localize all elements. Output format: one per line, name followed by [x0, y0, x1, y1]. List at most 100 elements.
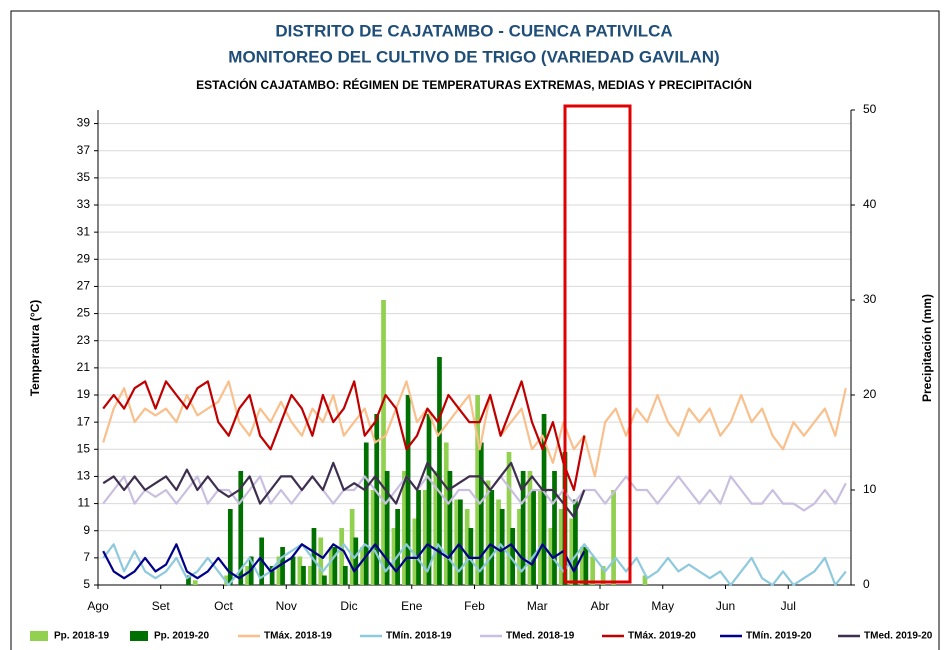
y2-tick-label: 50: [863, 102, 877, 116]
bar: [342, 566, 348, 585]
bar: [478, 442, 484, 585]
x-tick-label: Nov: [276, 599, 297, 613]
bar: [416, 490, 421, 585]
bar: [276, 556, 282, 585]
bar: [569, 518, 575, 585]
y2-tick-label: 20: [863, 387, 877, 401]
bar: [360, 547, 365, 585]
bar: [583, 547, 589, 585]
y-tick-label: 27: [77, 279, 91, 293]
bar: [381, 300, 386, 585]
line: [102, 461, 586, 519]
bar: [269, 566, 275, 585]
bar: [527, 471, 533, 585]
bar: [186, 575, 191, 585]
bar: [443, 442, 449, 585]
line: [102, 475, 847, 512]
bar: [353, 537, 359, 585]
bar: [454, 499, 460, 585]
bar: [412, 518, 418, 585]
legend-label: TMín. 2018-19: [386, 631, 452, 642]
bar: [311, 528, 317, 585]
bar: [318, 537, 324, 585]
line: [102, 543, 847, 587]
frame: [10, 10, 940, 650]
x-tick-label: Feb: [464, 599, 485, 613]
bar: [458, 499, 463, 585]
x-tick-label: Ago: [87, 599, 109, 613]
bar: [301, 566, 306, 585]
bar: [297, 556, 303, 585]
bar: [485, 480, 491, 585]
y-tick-label: 5: [83, 577, 90, 591]
bar: [520, 471, 526, 585]
plot-area: 5 7 9 11 13 15 17 19 21 23 25 27 29 31 33 35 37 39 0 10 20 30…: [77, 102, 877, 613]
bar: [468, 528, 474, 585]
bar: [475, 395, 480, 585]
y-tick-label: 13: [77, 469, 91, 483]
legend-label: Pp. 2019-20: [154, 631, 209, 642]
y2-tick-label: 0: [863, 577, 870, 591]
bar: [322, 575, 327, 585]
y-tick-label: 19: [77, 387, 91, 401]
bar: [328, 547, 334, 585]
legend-swatch: [130, 631, 148, 641]
x-tick-label: Abr: [591, 599, 610, 613]
bar: [307, 566, 313, 585]
bar: [600, 566, 606, 585]
legend-label: TMáx. 2019-20: [628, 631, 696, 642]
y-axis-label: Temperatura (°C): [28, 300, 42, 397]
y-tick-label: 39: [77, 116, 91, 130]
bar: [349, 509, 355, 585]
x-tick-label: Jul: [781, 599, 796, 613]
bar: [238, 471, 244, 585]
bar: [464, 509, 470, 585]
bar: [506, 452, 512, 585]
chart-subtitle: ESTACIÓN CAJATAMBO: RÉGIMEN DE TEMPERATU…: [196, 77, 752, 92]
bar: [227, 509, 233, 585]
legend-label: TMáx. 2018-19: [264, 631, 332, 642]
legend-swatch: [30, 631, 48, 641]
x-tick-label: May: [651, 599, 674, 613]
chart-title: DISTRITO DE CAJATAMBO - CUENCA PATIVILCA: [275, 21, 672, 40]
bar: [489, 490, 495, 585]
bar: [611, 490, 616, 585]
y-tick-label: 15: [77, 441, 91, 455]
bar: [422, 490, 428, 585]
legend-label: Pp. 2018-19: [54, 631, 109, 642]
chart-subtitle: MONITOREO DEL CULTIVO DE TRIGO (VARIEDAD…: [228, 47, 719, 66]
bar: [384, 471, 390, 585]
bar: [426, 414, 432, 585]
bar: [573, 499, 578, 585]
y-tick-label: 11: [78, 496, 91, 510]
y2-tick-label: 30: [863, 292, 877, 306]
y-tick-label: 21: [77, 360, 91, 374]
bar: [339, 528, 345, 585]
bar: [538, 490, 543, 585]
line: [102, 380, 586, 492]
line: [102, 543, 586, 580]
legend-label: TMín. 2019-20: [746, 631, 812, 642]
bar: [332, 547, 338, 585]
y2-tick-label: 10: [863, 482, 877, 496]
bar: [437, 357, 442, 585]
bar: [433, 471, 439, 585]
bar: [552, 471, 557, 585]
bar: [496, 499, 501, 585]
y-tick-label: 7: [83, 550, 90, 564]
bar: [192, 580, 198, 585]
bar: [579, 547, 585, 585]
x-tick-label: Oct: [214, 599, 233, 613]
y-tick-label: 23: [77, 333, 91, 347]
legend-label: TMed. 2018-19: [506, 631, 575, 642]
bar: [405, 395, 411, 585]
bar: [531, 490, 536, 585]
bar: [370, 490, 376, 585]
y2-tick-label: 40: [863, 197, 877, 211]
y-tick-label: 9: [83, 523, 90, 537]
x-tick-label: Dic: [340, 599, 357, 613]
bar: [447, 471, 453, 585]
y-tick-label: 17: [77, 414, 91, 428]
bar: [391, 528, 397, 585]
